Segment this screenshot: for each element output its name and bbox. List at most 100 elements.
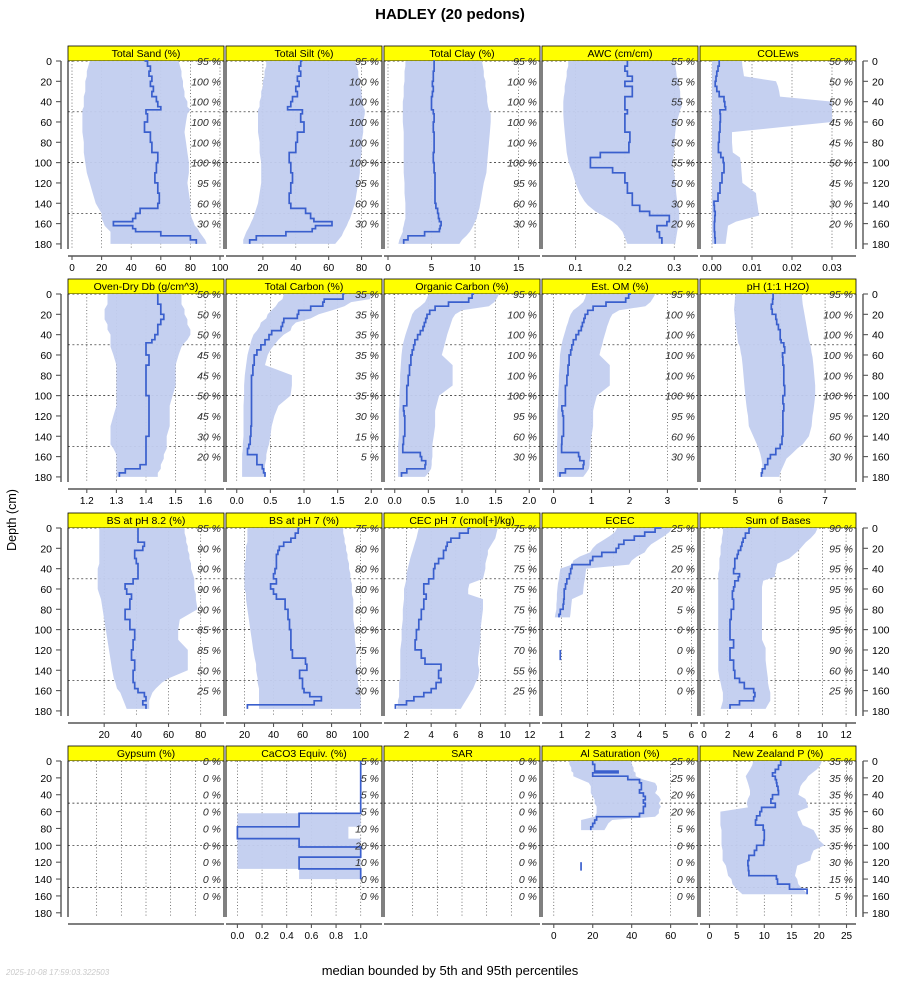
panel-title: CEC pH 7 (cmol[+]/kg): [409, 515, 514, 527]
percentile-band: [569, 761, 661, 831]
panel-title: COLEws: [757, 48, 798, 60]
depth-axis-tick-label: 80: [872, 823, 884, 835]
x-axis-tick-label: 0.02: [782, 263, 802, 274]
percentile-band: [718, 528, 818, 709]
pedon-percent-label: 25 %: [196, 686, 221, 698]
pedon-percent-label: 0 %: [203, 857, 221, 869]
percentile-band: [557, 294, 656, 477]
x-axis-tick-label: 0: [385, 263, 391, 274]
pedon-percent-label: 100 %: [507, 330, 537, 342]
panel: Total Silt (%) 95 % 100 % 100 % 100 % 100 % 10…: [225, 45, 383, 274]
depth-axis-tick-label: 120: [872, 411, 890, 423]
pedon-percent-label: 10 %: [355, 857, 379, 869]
pedon-percent-label: 0 %: [203, 823, 221, 835]
percentile-band: [104, 294, 191, 477]
x-axis-tick-label: 80: [326, 730, 338, 741]
depth-axis-tick-label: 20: [40, 773, 52, 785]
x-axis-tick-label: 6: [689, 730, 695, 741]
x-axis-tick-label: 4: [749, 730, 755, 741]
pedon-percent-label: 0 %: [203, 874, 221, 886]
pedon-percent-label: 90 %: [197, 584, 221, 596]
depth-axis-tick-label: 160: [872, 219, 890, 231]
pedon-percent-label: 80 %: [355, 584, 379, 596]
depth-axis-tick-label: 160: [34, 219, 52, 231]
depth-axis-tick-label: 80: [872, 137, 884, 149]
depth-axis-tick-label: 20: [40, 543, 52, 555]
x-axis-tick-label: 0.5: [263, 496, 277, 507]
pedon-percent-label: 35 %: [829, 773, 853, 785]
x-axis-tick-label: 10: [500, 730, 512, 741]
pedon-percent-label: 5 %: [361, 790, 379, 802]
depth-axis-tick-label: 40: [40, 330, 52, 342]
x-axis-tick-label: 2.0: [522, 496, 536, 507]
panel: Total Carbon (%) 35 % 35 % 35 % 35 % 35 % 35 %…: [225, 278, 383, 507]
median-line: [713, 60, 727, 244]
panel: CEC pH 7 (cmol[+]/kg)75 %75 %75 %75 %75 …: [383, 512, 541, 741]
x-axis-tick-label: 2: [627, 496, 633, 507]
pedon-percent-label: 95 %: [355, 178, 379, 190]
x-axis-tick-label: 25: [841, 931, 853, 942]
depth-axis-tick-label: 100: [34, 391, 52, 403]
pedon-percent-label: 20 %: [670, 584, 695, 596]
x-axis-tick-label: 12: [524, 730, 536, 741]
pedon-percent-label: 30 %: [829, 452, 853, 464]
pedon-percent-label: 95 %: [671, 289, 695, 301]
pedon-percent-label: 95 %: [829, 604, 853, 616]
pedon-percent-label: 95 %: [829, 411, 853, 423]
pedon-percent-label: 30 %: [829, 857, 853, 869]
pedon-percent-label: 5 %: [677, 823, 695, 835]
pedon-percent-label: 0 %: [519, 857, 537, 869]
pedon-percent-label: 100 %: [507, 350, 537, 362]
pedon-percent-label: 100 %: [823, 370, 853, 382]
pedon-percent-label: 100 %: [191, 158, 221, 170]
x-axis-tick-label: 4: [637, 730, 643, 741]
pedon-percent-label: 5 %: [361, 452, 379, 464]
depth-axis-tick-label: 120: [872, 645, 890, 657]
pedon-percent-label: 50 %: [671, 137, 695, 149]
x-axis-tick-label: 5: [733, 496, 739, 507]
pedon-percent-label: 95 %: [829, 564, 853, 576]
panel: Gypsum (%) 0 % 0 % 0 % 0 % 0 % 0 % 0 % 0 % 0 % 0 20…: [34, 745, 225, 925]
x-axis-tick-label: 0.4: [280, 931, 294, 942]
pedon-percent-label: 100 %: [823, 391, 853, 403]
percentile-band: [242, 294, 372, 477]
pedon-percent-label: 100 %: [349, 117, 379, 129]
x-axis-tick-label: 0.00: [702, 263, 722, 274]
depth-axis-tick-label: 0: [46, 523, 52, 535]
pedon-percent-label: 50 %: [829, 76, 853, 88]
pedon-percent-label: 0 %: [677, 645, 695, 657]
depth-axis-tick-label: 160: [34, 452, 52, 464]
x-axis-tick-label: 1.6: [198, 496, 212, 507]
x-axis-tick-label: 1.0: [354, 931, 368, 942]
pedon-percent-label: 100 %: [191, 76, 221, 88]
pedon-percent-label: 100 %: [665, 370, 695, 382]
median-line: [558, 527, 662, 618]
panel-title: SAR: [451, 748, 473, 760]
panel-title: CaCO3 Equiv. (%): [261, 748, 347, 760]
depth-axis-tick-label: 20: [40, 309, 52, 321]
depth-axis-tick-label: 60: [40, 807, 52, 819]
x-axis-tick-label: 40: [126, 263, 138, 274]
panel: BS at pH 8.2 (%) 85 % 90 % 90 % 90 % 90 % 85 %…: [34, 512, 225, 741]
pedon-percent-label: 30 %: [355, 686, 379, 698]
depth-axis-tick-label: 100: [34, 158, 52, 170]
x-axis-tick-label: 20: [587, 931, 599, 942]
x-axis-tick-label: 3: [665, 496, 671, 507]
x-axis-tick-label: 8: [478, 730, 484, 741]
pedon-percent-label: 50 %: [197, 309, 221, 321]
depth-axis-tick-label: 0: [46, 756, 52, 768]
median-line: [246, 293, 345, 477]
median-line: [118, 294, 165, 477]
x-axis-tick-label: 20: [99, 730, 111, 741]
pedon-percent-label: 50 %: [197, 665, 221, 677]
pedon-percent-label: 35 %: [355, 391, 379, 403]
pedon-percent-label: 5 %: [361, 773, 379, 785]
pedon-percent-label: 0 %: [519, 840, 537, 852]
median-line: [236, 761, 362, 880]
pedon-percent-label: 55 %: [671, 56, 695, 68]
depth-axis-tick-label: 40: [40, 97, 52, 109]
pedon-percent-label: 100 %: [191, 137, 221, 149]
depth-axis-tick-label: 20: [872, 76, 884, 88]
pedon-percent-label: 35 %: [829, 790, 853, 802]
pedon-percent-label: 75 %: [513, 543, 537, 555]
